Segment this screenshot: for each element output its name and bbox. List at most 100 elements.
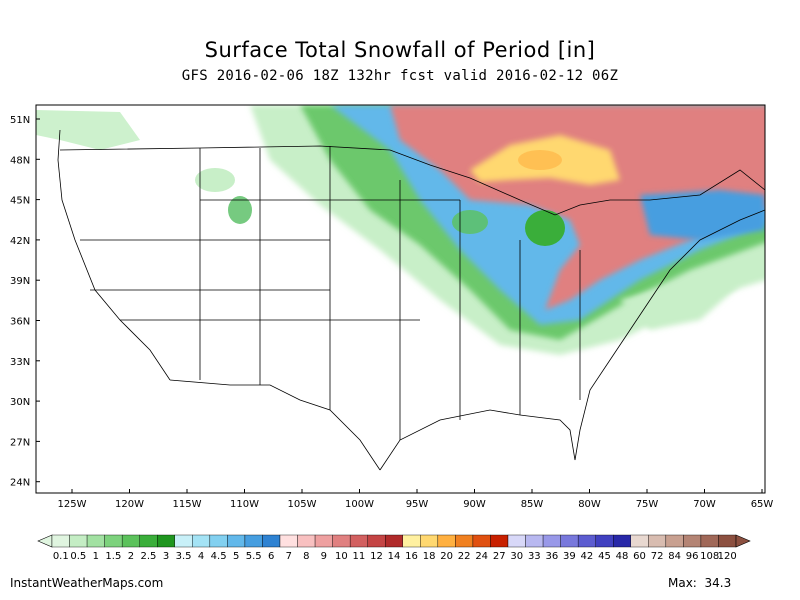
legend-swatch [385,534,403,548]
max-number: 34.3 [704,576,732,590]
lat-label: 27N [10,437,30,448]
legend-swatch [455,534,474,548]
lon-label: 80W [578,499,601,510]
legend-label: 6 [268,551,274,562]
color-legend: 0.1 0.5 1 1.5 2 2.5 3 3.5 4 4.5 5 5.5 6 7 8 9 10 11 12 14 16… [37,534,751,562]
legend-swatch [367,534,386,548]
lat-label: 39N [10,276,30,287]
legend-label: 24 [475,551,488,562]
snowfall-shading [36,105,765,355]
legend-swatch [209,534,228,548]
legend-label: 10 [335,551,348,562]
legend-swatch [630,534,649,548]
max-label: Max: [668,576,697,590]
legend-swatch [542,534,561,548]
legend-label: 3 [163,551,169,562]
legend-swatch [279,534,298,548]
legend-arrow-left [37,534,53,548]
legend-label: 84 [668,551,681,562]
lon-label: 95W [406,499,429,510]
legend-label: 45 [598,551,611,562]
lat-label: 51N [10,115,30,126]
legend-label: 108 [700,551,719,562]
lon-label: 75W [636,499,659,510]
legend-label: 42 [581,551,594,562]
state-boundaries [57,129,765,471]
legend-label: 96 [686,551,699,562]
legend-label: 22 [458,551,471,562]
lat-label: 30N [10,397,30,408]
lon-label: 105W [288,499,317,510]
legend-swatch [437,534,456,548]
legend-swatch [683,534,702,548]
legend-label: 4.5 [211,551,227,562]
legend-label: 3.5 [176,551,192,562]
legend-label: 14 [388,551,401,562]
legend-label: 30 [510,551,523,562]
legend-swatch [192,534,211,548]
legend-swatch [51,534,70,548]
legend-swatch [314,534,333,548]
legend-swatch [718,534,737,548]
legend-swatch [244,534,263,548]
legend-label: 16 [405,551,418,562]
map-title: Surface Total Snowfall of Period [in] [204,38,596,62]
legend-label: 7 [286,551,292,562]
legend-swatch [174,534,193,548]
legend-swatch [227,534,246,548]
legend-swatch [700,534,719,548]
legend-label: 72 [651,551,664,562]
legend-swatch [349,534,368,548]
legend-label: 2.5 [141,551,157,562]
legend-label: 20 [440,551,453,562]
lon-label: 120W [115,499,144,510]
legend-swatch [507,534,526,548]
lon-label: 65W [751,499,774,510]
legend-swatch [577,534,596,548]
legend-label: 1 [93,551,99,562]
legend-label: 9 [321,551,327,562]
legend-swatch [262,534,281,548]
legend-label: 5 [233,551,239,562]
legend-swatch [420,534,439,548]
legend-swatch [472,534,491,548]
legend-label: 2 [128,551,134,562]
lat-label: 24N [10,478,30,489]
legend-label: 18 [423,551,436,562]
legend-label: 39 [563,551,576,562]
lon-label: 85W [521,499,544,510]
legend-label: 120 [718,551,737,562]
legend-label: 0.5 [70,551,86,562]
lon-label: 110W [230,499,259,510]
legend-label: 12 [370,551,383,562]
legend-swatch [560,534,579,548]
legend-swatch [157,534,175,548]
legend-swatch [648,534,667,548]
legend-arrow-right [735,534,751,548]
legend-label: 27 [493,551,506,562]
legend-swatch [69,534,88,548]
legend-swatch [665,534,684,548]
lon-label: 125W [58,499,87,510]
legend-label: 0.1 [53,551,69,562]
legend-swatch [104,534,123,548]
legend-swatch [595,534,614,548]
longitude-labels: 125W 120W 115W 110W 105W 100W 95W 90W 85W 80W 75W 7… [58,489,774,510]
legend-swatch [525,534,544,548]
lat-label: 48N [10,155,30,166]
legend-label: 33 [528,551,541,562]
legend-label: 1.5 [105,551,121,562]
legend-swatch [86,534,105,548]
legend-swatch [297,534,316,548]
legend-label: 60 [633,551,646,562]
legend-label: 4 [198,551,204,562]
lon-label: 70W [693,499,716,510]
lat-label: 42N [10,236,30,247]
legend-swatch [402,534,421,548]
lat-label: 36N [10,317,30,328]
legend-swatch [613,534,631,548]
legend-swatch [332,534,351,548]
legend-label: 36 [545,551,558,562]
map-frame [35,104,766,494]
